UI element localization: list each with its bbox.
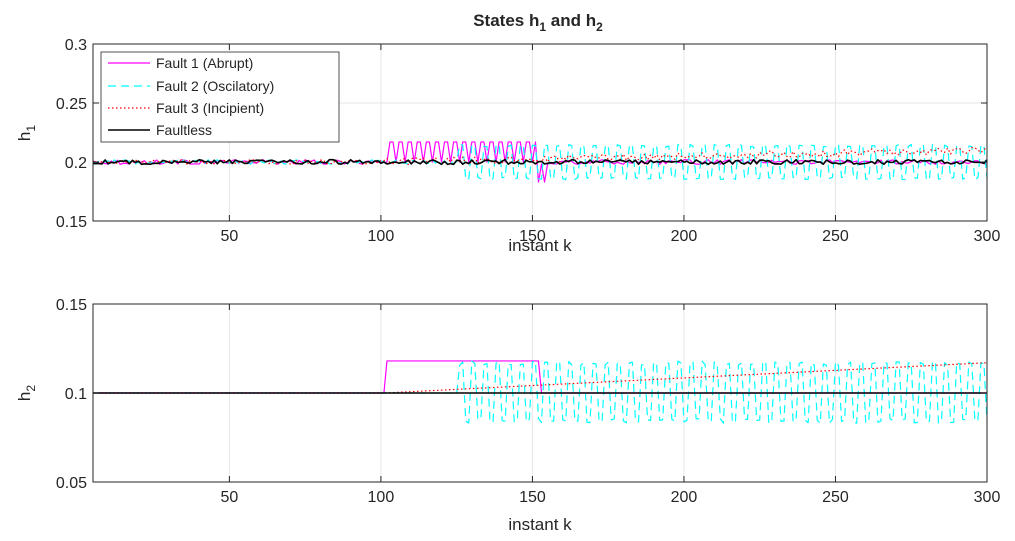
y-tick-label: 0.2	[65, 155, 87, 172]
legend-item-fault2: Fault 2 (Oscilatory)	[108, 78, 274, 94]
legend-label: Fault 2 (Oscilatory)	[156, 78, 274, 94]
series-line-faultless	[92, 158, 988, 166]
series-line-fault-2-oscilatory	[92, 143, 988, 181]
x-tick-label: 250	[822, 489, 849, 506]
axes-h2-ylabel: h2	[15, 385, 38, 401]
x-tick-label: 300	[974, 489, 1001, 506]
axes-h1-frame	[92, 43, 988, 222]
x-tick-label: 300	[974, 228, 1001, 245]
figure-title: States h1 and h2	[473, 11, 603, 34]
legend-item-fault3: Fault 3 (Incipient)	[108, 100, 264, 116]
axes-h1-xlabel: instant k	[508, 236, 572, 255]
axes-h1-plot-area	[92, 141, 988, 183]
x-tick-label: 100	[368, 228, 395, 245]
x-tick-label: 50	[220, 228, 238, 245]
axes-h1-ticks: 50 100 150 200 250 300 0.15 0.2 0.25 0.3	[56, 37, 1001, 245]
axes-h1: 50 100 150 200 250 300 0.15 0.2 0.25 0.3 instant …	[15, 37, 1000, 255]
legend-item-fault1: Fault 1 (Abrupt)	[108, 55, 253, 71]
axes-h2-ticks: 50 100 150 200 250 300 0.05 0.1 0.15	[56, 297, 1001, 506]
x-tick-label: 250	[822, 228, 849, 245]
axes-h2: 50 100 150 200 250 300 0.05 0.1 0.15 instant k h…	[15, 297, 1000, 534]
y-tick-label: 0.1	[65, 386, 87, 403]
axes-h1-ylabel: h1	[15, 125, 38, 141]
axes-h2-xlabel: instant k	[508, 515, 572, 534]
legend-label: Fault 1 (Abrupt)	[156, 55, 253, 71]
y-tick-label: 0.25	[56, 96, 87, 113]
x-tick-label: 150	[519, 489, 546, 506]
y-tick-label: 0.05	[56, 475, 87, 492]
y-tick-label: 0.3	[65, 37, 87, 54]
x-tick-label: 150	[519, 228, 546, 245]
legend-box	[100, 51, 340, 143]
legend: Fault 1 (Abrupt) Fault 2 (Oscilatory) Fa…	[100, 51, 340, 143]
x-tick-label: 100	[368, 489, 395, 506]
x-tick-label: 50	[220, 489, 238, 506]
legend-item-faultless: Faultless	[108, 122, 212, 138]
legend-label: Fault 3 (Incipient)	[156, 100, 264, 116]
legend-label: Faultless	[156, 122, 212, 138]
x-tick-label: 200	[671, 228, 698, 245]
x-tick-label: 200	[671, 489, 698, 506]
y-tick-label: 0.15	[56, 214, 87, 231]
y-tick-label: 0.15	[56, 297, 87, 314]
axes-h2-plot-area	[93, 360, 988, 424]
